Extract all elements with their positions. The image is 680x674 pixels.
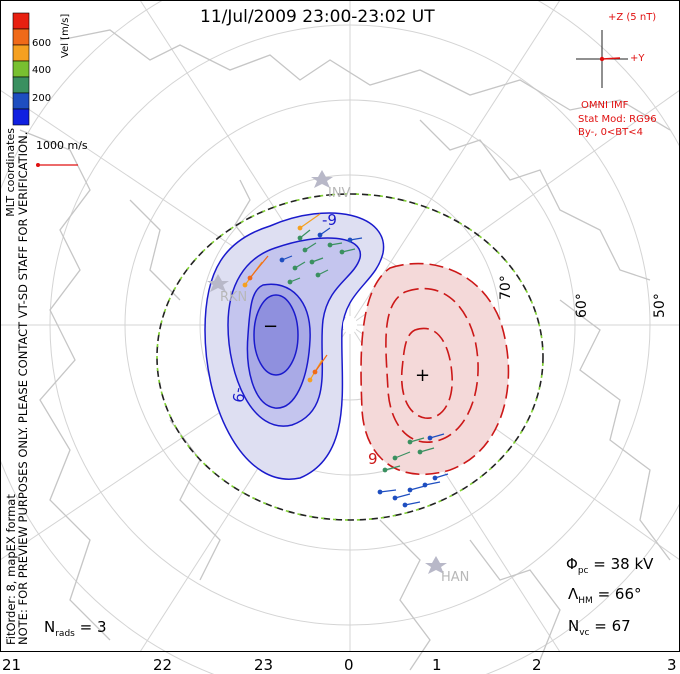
stat-value: = 66°	[597, 585, 642, 603]
latitude-label: 50°	[652, 293, 668, 318]
preview-note: NOTE: FOR PREVIEW PURPOSES ONLY. PLEASE …	[16, 131, 30, 645]
contour-label: 9	[368, 450, 378, 468]
vector-count: Nvc = 67	[568, 617, 631, 638]
positive-potential-cell	[360, 262, 510, 475]
stat-symbol: Λ	[568, 585, 579, 603]
mlt-label: 1	[432, 656, 442, 674]
stat-subscript: HM	[578, 596, 593, 606]
colorbar-tick: 600	[32, 38, 52, 49]
latitude-label: 60°	[574, 293, 590, 318]
mlt-label: 22	[153, 656, 173, 674]
velocity-vectors	[242, 213, 449, 508]
stat-value: = 67	[594, 617, 631, 635]
colorbar-label: Vel [m/s]	[60, 13, 71, 58]
imf-condition: By-, 0<BT<4	[578, 127, 644, 138]
imf-model: Stat Mod: RG96	[578, 114, 657, 125]
map-title: 11/Jul/2009 23:00-23:02 UT	[200, 7, 435, 27]
mlt-label: 3	[667, 656, 677, 674]
contour-label: -9	[322, 211, 337, 229]
velocity-colorbar	[12, 12, 30, 126]
imf-z-label: +Z (5 nT)	[608, 12, 657, 23]
radar-markers	[207, 170, 447, 574]
stat-symbol: N	[44, 618, 56, 636]
radar-label: RKN	[220, 290, 248, 305]
mlt-label: 21	[2, 656, 22, 674]
stat-value: = 38 kV	[593, 555, 654, 573]
hm-latitude: ΛHM = 66°	[568, 585, 642, 606]
contour-label: -9	[228, 386, 249, 404]
stat-subscript: rads	[55, 629, 75, 639]
potential-min-marker: −	[263, 316, 279, 337]
stat-subscript: vc	[579, 628, 590, 638]
hm-boundary	[156, 193, 544, 521]
stat-symbol: Φ	[566, 555, 578, 573]
radar-count: Nrads = 3	[44, 618, 107, 639]
radar-label: HAN	[441, 570, 470, 585]
vector-scale-label: 1000 m/s	[36, 139, 88, 152]
stat-value: = 3	[79, 618, 107, 636]
stat-subscript: pc	[577, 566, 589, 576]
mlt-label: 23	[254, 656, 274, 674]
colorbar-tick: 200	[32, 93, 52, 104]
cross-polar-potential: Φpc = 38 kV	[566, 555, 653, 576]
coastlines	[19, 29, 671, 671]
imf-dial	[576, 30, 628, 88]
radar-label: INV	[328, 186, 351, 201]
negative-potential-cell	[204, 212, 385, 480]
fit-order-label: FitOrder: 8, mapEX format	[4, 494, 18, 645]
colorbar-tick: 400	[32, 65, 52, 76]
imf-y-label: +Y	[630, 53, 645, 64]
stat-symbol: N	[568, 617, 580, 635]
mlt-label: 0	[344, 656, 354, 674]
latitude-label: 70°	[498, 275, 514, 300]
mlt-label: 2	[532, 656, 542, 674]
potential-max-marker: +	[415, 365, 431, 386]
imf-source: OMNI IMF	[581, 100, 629, 111]
